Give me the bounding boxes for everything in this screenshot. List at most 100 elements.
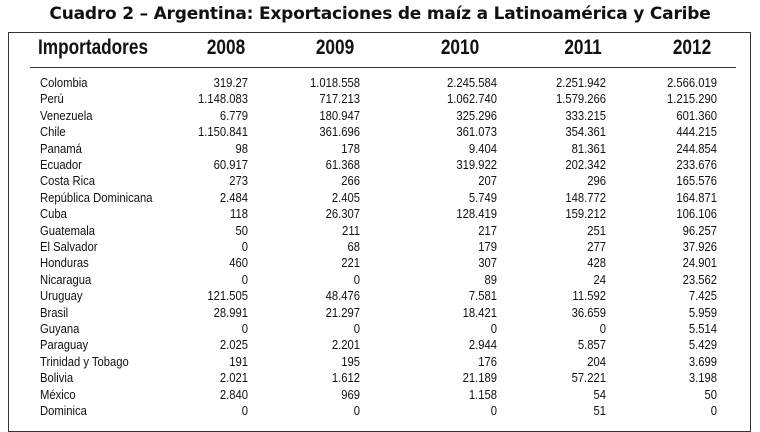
cell: 5.514 <box>688 322 717 336</box>
cell: 57.221 <box>571 371 606 386</box>
cell: 89 <box>484 272 497 287</box>
cell: 2.201 <box>331 338 360 353</box>
cell: 296 <box>587 174 606 189</box>
cell: 1.579.266 <box>555 92 606 107</box>
row-label: Venezuela <box>40 108 93 123</box>
cell: 277 <box>587 240 606 254</box>
row-label: Guyana <box>40 322 80 336</box>
cell: 60.917 <box>213 158 248 172</box>
row-label: El Salvador <box>40 240 98 254</box>
cell: 148.772 <box>565 190 606 205</box>
cell: 361.073 <box>456 125 497 140</box>
row-label: Nicaragua <box>40 272 92 287</box>
cell: 176 <box>478 354 497 369</box>
row-label: República Dominicana <box>40 190 153 205</box>
cell: 0 <box>241 240 248 254</box>
cell: 2.025 <box>219 338 248 353</box>
cell: 0 <box>490 404 497 418</box>
cell: 106.106 <box>676 207 717 222</box>
cell: 11.592 <box>572 289 606 304</box>
cell: 26.307 <box>325 207 360 222</box>
cell: 48.476 <box>325 289 360 304</box>
cell: 18.421 <box>462 305 497 320</box>
cell: 23.562 <box>682 272 717 287</box>
cell: 251 <box>587 223 606 238</box>
cell: 1.062.740 <box>446 92 497 107</box>
cell: 21.189 <box>462 371 497 386</box>
cell: 266 <box>341 174 360 189</box>
cell: 601.360 <box>676 108 717 123</box>
header-cell: 2012 <box>672 36 712 59</box>
cell: 1.018.558 <box>309 76 360 90</box>
cell: 319.27 <box>213 76 248 90</box>
row-label: Trinidad y Tobago <box>40 354 129 369</box>
cell: 244.854 <box>676 141 717 156</box>
cell: 165.576 <box>676 174 717 189</box>
cell: 179 <box>478 240 497 254</box>
cell: 2.484 <box>219 190 248 205</box>
cell: 1.612 <box>331 371 360 386</box>
header-cell: 2009 <box>315 36 355 59</box>
cell: 428 <box>587 256 606 271</box>
cell: 6.779 <box>219 108 248 123</box>
cell: 24.901 <box>682 256 717 271</box>
cell: 36.659 <box>571 305 606 320</box>
cell: 319.922 <box>456 158 497 172</box>
row-label: Cuba <box>40 207 67 222</box>
cell: 164.871 <box>676 190 717 205</box>
cell: 96.257 <box>682 223 717 238</box>
cell: 5.959 <box>688 305 717 320</box>
row-label: Colombia <box>40 76 88 90</box>
cell: 0 <box>710 404 717 418</box>
cell: 180.947 <box>319 108 360 123</box>
cell: 3.699 <box>688 354 717 369</box>
cell: 50 <box>235 223 248 238</box>
header-cell: 2008 <box>206 36 246 59</box>
cell: 0 <box>353 322 360 336</box>
cell: 7.425 <box>688 289 717 304</box>
cell: 221 <box>341 256 360 271</box>
cell: 178 <box>341 141 360 156</box>
cell: 354.361 <box>565 125 606 140</box>
cell: 50 <box>704 387 717 402</box>
cell: 717.213 <box>319 92 360 107</box>
cell: 5.857 <box>577 338 606 353</box>
cell: 9.404 <box>468 141 497 156</box>
cell: 1.215.290 <box>666 92 717 107</box>
cell: 1.158 <box>468 387 497 402</box>
cell: 54 <box>593 387 606 402</box>
cell: 0 <box>241 404 248 418</box>
cell: 81.361 <box>571 141 606 156</box>
cell: 5.749 <box>468 190 497 205</box>
cell: 191 <box>229 354 248 369</box>
cell: 0 <box>599 322 606 336</box>
cell: 325.296 <box>456 108 497 123</box>
header-cell: 2011 <box>564 36 602 59</box>
cell: 2.245.584 <box>446 76 497 90</box>
row-label: Perú <box>40 92 64 107</box>
cell: 118 <box>230 207 248 222</box>
cell: 21.297 <box>325 305 360 320</box>
cell: 3.198 <box>688 371 717 386</box>
cell: 460 <box>229 256 248 271</box>
row-label: Honduras <box>40 256 89 271</box>
cell: 5.429 <box>688 338 717 353</box>
cell: 207 <box>478 174 497 189</box>
cell: 0 <box>241 322 248 336</box>
cell: 273 <box>229 174 248 189</box>
cell: 7.581 <box>468 289 497 304</box>
cell: 211 <box>342 223 360 238</box>
row-label: Dominica <box>40 404 87 418</box>
cell: 307 <box>478 256 497 271</box>
cell: 121.505 <box>207 289 248 304</box>
cell: 2.944 <box>468 338 497 353</box>
cell: 0 <box>353 272 360 287</box>
cell: 0 <box>241 272 248 287</box>
row-label: Costa Rica <box>40 174 96 189</box>
cell: 1.150.841 <box>197 125 248 140</box>
row-label: Brasil <box>40 305 69 320</box>
cell: 51 <box>593 404 606 418</box>
row-label: Panamá <box>40 141 82 156</box>
cell: 233.676 <box>676 158 717 172</box>
cell: 61.368 <box>325 158 360 172</box>
